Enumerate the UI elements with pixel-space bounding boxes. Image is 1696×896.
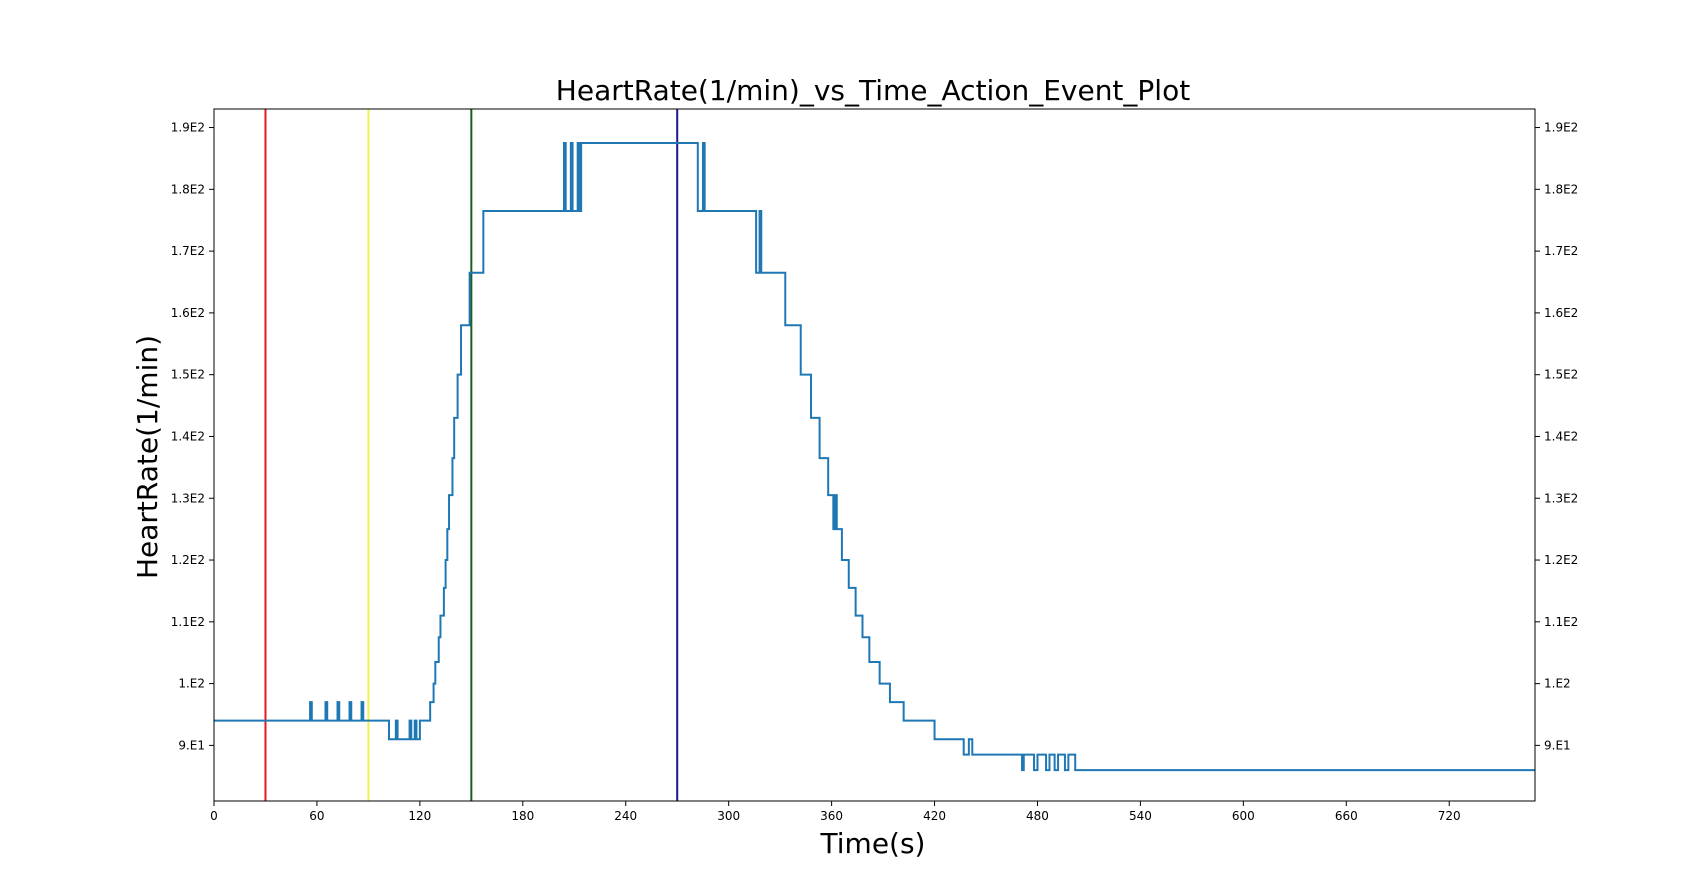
x-tick-label: 240 — [614, 809, 637, 823]
y-axis-label: HeartRate(1/min) — [131, 335, 164, 579]
y-tick-label-right: 1.9E2 — [1544, 121, 1578, 135]
series-line-0 — [214, 141, 1535, 772]
y-tick-label-left: 1.5E2 — [171, 368, 205, 382]
y-tick-label-left: 1.8E2 — [171, 182, 205, 196]
x-axis-label: Time(s) — [820, 827, 926, 860]
y-tick-label-left: 1.E2 — [178, 677, 205, 691]
y-tick-label-right: 1.3E2 — [1544, 491, 1578, 505]
y-tick-label-left: 1.2E2 — [171, 553, 205, 567]
x-axis-ticks: 0 60 120 180 240 300 360 420 480 540 600 660 720 — [210, 801, 1461, 823]
y-tick-label-right: 1.8E2 — [1544, 182, 1578, 196]
y-tick-label-left: 1.4E2 — [171, 429, 205, 443]
x-tick-label: 660 — [1335, 809, 1358, 823]
y-tick-label-left: 1.9E2 — [171, 121, 205, 135]
x-tick-label: 540 — [1129, 809, 1152, 823]
event-lines — [264, 109, 679, 801]
y-axis-ticks-left: 9.E1 1.E2 1.1E2 1.2E2 1.3E2 1.4E2 1.5E2 1.6E2 1.… — [171, 121, 214, 752]
x-tick-label: 180 — [511, 809, 534, 823]
chart-title: HeartRate(1/min)_vs_Time_Action_Event_Pl… — [556, 74, 1190, 107]
y-tick-label-right: 1.E2 — [1544, 677, 1571, 691]
y-tick-label-left: 1.1E2 — [171, 615, 205, 629]
y-tick-label-right: 9.E1 — [1544, 738, 1571, 752]
x-tick-label: 300 — [717, 809, 740, 823]
y-tick-label-left: 1.7E2 — [171, 244, 205, 258]
y-tick-label-right: 1.2E2 — [1544, 553, 1578, 567]
x-tick-label: 60 — [309, 809, 324, 823]
y-tick-label-right: 1.7E2 — [1544, 244, 1578, 258]
y-axis-ticks-right: 9.E1 1.E2 1.1E2 1.2E2 1.3E2 1.4E2 1.5E2 1.6E2 1.… — [1535, 121, 1578, 752]
x-tick-label: 120 — [408, 809, 431, 823]
x-tick-label: 0 — [210, 809, 218, 823]
y-tick-label-left: 1.3E2 — [171, 491, 205, 505]
y-tick-label-right: 1.5E2 — [1544, 368, 1578, 382]
y-tick-label-left: 1.6E2 — [171, 306, 205, 320]
plot-frame — [213, 108, 1536, 802]
x-tick-label: 600 — [1232, 809, 1255, 823]
x-tick-label: 360 — [820, 809, 843, 823]
series-layer — [214, 141, 1535, 772]
y-tick-label-right: 1.1E2 — [1544, 615, 1578, 629]
x-tick-label: 420 — [923, 809, 946, 823]
y-tick-label-right: 1.6E2 — [1544, 306, 1578, 320]
y-tick-label-left: 9.E1 — [178, 738, 205, 752]
y-tick-label-right: 1.4E2 — [1544, 429, 1578, 443]
x-tick-label: 720 — [1438, 809, 1461, 823]
x-tick-label: 480 — [1026, 809, 1049, 823]
